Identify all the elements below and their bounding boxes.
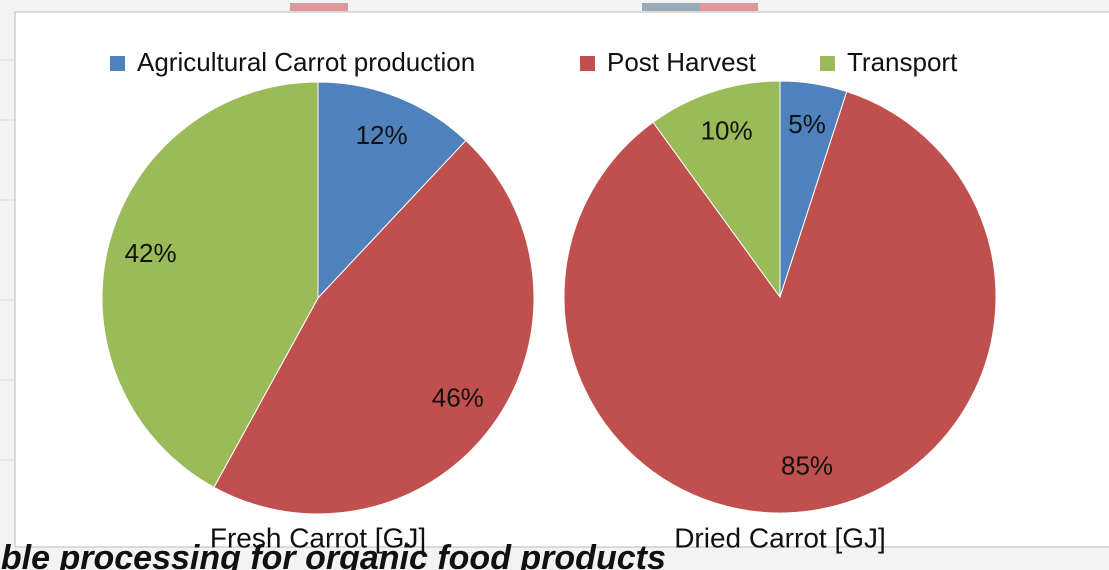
pie-title: Dried Carrot [GJ] bbox=[674, 522, 886, 553]
sheet-grid bbox=[0, 59, 15, 461]
legend-swatch bbox=[820, 56, 835, 71]
pie-slice bbox=[317, 81, 467, 300]
pie-title: Fresh Carrot [GJ] bbox=[210, 522, 426, 553]
legend-swatch bbox=[110, 56, 125, 71]
data-label: 46% bbox=[432, 382, 484, 412]
legend-label: Post Harvest bbox=[607, 47, 757, 77]
data-label: 10% bbox=[701, 116, 753, 146]
sheet-cell bbox=[642, 3, 700, 11]
sheet-cell bbox=[700, 3, 758, 11]
pie-slice bbox=[652, 80, 781, 299]
pie-slice bbox=[213, 139, 535, 515]
data-label: 85% bbox=[781, 451, 833, 481]
legend-label: Agricultural Carrot production bbox=[137, 47, 475, 77]
pie-slice bbox=[101, 81, 319, 488]
sheet-cell bbox=[290, 3, 348, 11]
pie-slice bbox=[563, 90, 997, 514]
background-text: able processing for organic food product… bbox=[0, 539, 666, 570]
data-label: 12% bbox=[356, 120, 408, 150]
legend-label: Transport bbox=[847, 47, 958, 77]
legend-swatch bbox=[580, 56, 595, 71]
data-label: 42% bbox=[125, 238, 177, 268]
chart: Agricultural Carrot production Post Harve… bbox=[101, 47, 997, 553]
data-label: 5% bbox=[788, 109, 826, 139]
